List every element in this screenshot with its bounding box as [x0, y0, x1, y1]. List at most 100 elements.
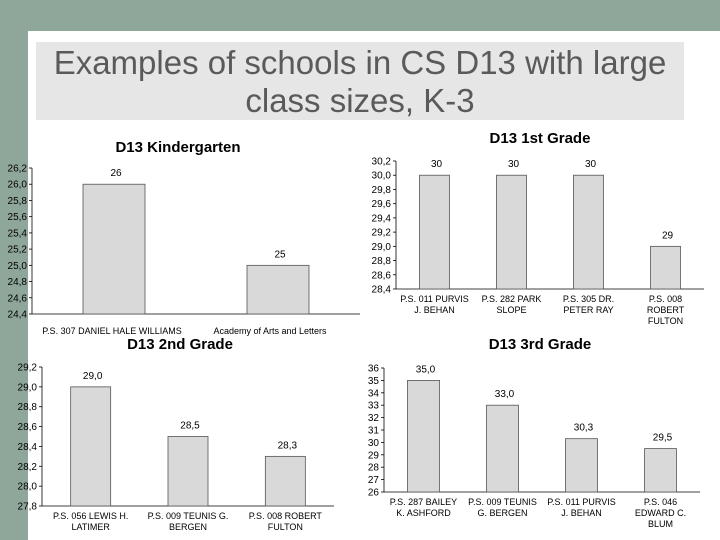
left-accent-bar	[0, 31, 28, 540]
y-tick-label: 28,2	[18, 462, 38, 473]
chart-1st-grade: D13 1st Grade 30,2 30,0 29,8 29,6 29,4 29,2 29,…	[372, 130, 704, 326]
x-category-label-line: ROBERT	[647, 305, 685, 315]
x-category-label-line: PETER RAY	[563, 305, 613, 315]
x-category-label: P.S. 056 LEWIS H. LATIMER	[53, 511, 128, 532]
x-category-label: P.S. 008 ROBERT FULTON	[249, 511, 323, 532]
y-tick-label: 29,0	[18, 382, 38, 393]
x-category-label-line: EDWARD C.	[635, 508, 686, 518]
data-label: 30	[585, 159, 597, 170]
x-category-label-line: FULTON	[648, 316, 683, 326]
chart-title: D13 3rd Grade	[489, 336, 592, 353]
bar	[644, 448, 677, 493]
y-tick-label: 25,4	[8, 228, 28, 239]
data-label: 28,5	[180, 421, 200, 432]
bar	[496, 174, 527, 290]
x-category-label-line: P.S. 046	[644, 497, 677, 507]
y-tick-label: 27	[368, 475, 380, 486]
data-label: 29	[662, 230, 674, 241]
chart-kindergarten: D13 Kindergarten 26,2 26,0 25,8 25,6 25,4 25,2…	[8, 139, 360, 336]
bar	[486, 404, 519, 493]
y-tick-label: 26,0	[8, 180, 28, 191]
y-tick-label: 28,8	[372, 256, 392, 267]
data-label: 29,5	[653, 433, 673, 444]
slide-title-line-2: class sizes, K-3	[245, 82, 475, 119]
x-category-label: P.S. 046 EDWARD C. BLUM	[635, 497, 686, 529]
x-category-label-line: P.S. 305 DR.	[563, 294, 614, 304]
y-tick-label: 28,8	[18, 402, 38, 413]
y-tick-label: 24,8	[8, 277, 28, 288]
y-tick-label: 28,0	[18, 482, 38, 493]
y-tick-label: 28,4	[18, 442, 38, 453]
y-tick-label: 30	[368, 438, 380, 449]
y-tick-label: 24,6	[8, 293, 28, 304]
bar	[419, 174, 450, 290]
x-category-label: P.S. 305 DR. PETER RAY	[563, 294, 614, 315]
y-tick-label: 25,8	[8, 196, 28, 207]
y-tick-label: 28	[368, 463, 380, 474]
y-tick-label: 29,0	[372, 242, 392, 253]
bar	[70, 386, 112, 507]
chart-title: D13 1st Grade	[490, 130, 591, 147]
x-category-label: P.S. 287 BAILEY K. ASHFORD	[390, 497, 457, 518]
x-category-label-line: P.S. 008	[649, 294, 682, 304]
bar	[565, 438, 598, 493]
y-tick-label: 29,8	[372, 185, 392, 196]
chart-2nd-grade: D13 2nd Grade 29,2 29,0 28,8 28,6 28,4 28,2 28,…	[18, 336, 334, 532]
data-label: 33,0	[495, 389, 515, 400]
x-category-label-line: P.S. 009 TEUNIS G.	[148, 511, 229, 521]
x-category-label-line: LATIMER	[71, 522, 110, 532]
y-tick-label: 27,8	[18, 502, 38, 513]
bar	[264, 455, 306, 507]
data-label: 35,0	[416, 364, 436, 375]
x-category-label: P.S. 307 DANIEL HALE WILLIAMS	[42, 326, 182, 336]
y-tick-label: 31	[368, 426, 380, 437]
x-category-label-line: SLOPE	[496, 305, 526, 315]
x-category-label-line: J. BEHAN	[561, 508, 602, 518]
bar	[407, 380, 440, 493]
data-label: 25	[274, 249, 286, 260]
y-tick-label: 29	[368, 450, 380, 461]
bar	[650, 245, 681, 290]
y-tick-label: 32	[368, 413, 380, 424]
x-category-label-line: FULTON	[268, 522, 303, 532]
x-category-label-line: P.S. 008 ROBERT	[249, 511, 323, 521]
chart-title: D13 Kindergarten	[115, 139, 240, 156]
bar	[167, 436, 209, 507]
y-tick-label: 30,0	[372, 171, 392, 182]
bar	[82, 183, 146, 315]
y-tick-label: 34	[368, 388, 380, 399]
x-category-label: P.S. 009 TEUNIS G. BERGEN	[468, 497, 537, 518]
y-tick-label: 36	[368, 364, 380, 375]
x-category-label-line: J. BEHAN	[414, 305, 455, 315]
x-category-label-line: P.S. 011 PURVIS	[547, 497, 616, 507]
x-category-label-line: P.S. 287 BAILEY	[390, 497, 457, 507]
y-tick-label: 28,6	[18, 422, 38, 433]
y-tick-label: 29,6	[372, 199, 392, 210]
x-category-label: P.S. 011 PURVIS J. BEHAN	[547, 497, 616, 518]
chart-title: D13 2nd Grade	[127, 336, 233, 353]
x-category-label-line: BERGEN	[169, 522, 207, 532]
y-tick-label: 25,2	[8, 245, 28, 256]
y-tick-label: 35	[368, 376, 380, 387]
data-label: 30,3	[574, 423, 594, 434]
x-category-label: P.S. 282 PARK SLOPE	[482, 294, 542, 315]
data-label: 26	[110, 168, 122, 179]
y-tick-label: 25,0	[8, 261, 28, 272]
top-accent-bar	[0, 0, 720, 31]
x-category-label-line: P.S. 282 PARK	[482, 294, 542, 304]
data-label: 29,0	[83, 371, 103, 382]
bar	[573, 174, 604, 290]
x-category-label-line: P.S. 011 PURVIS	[400, 294, 469, 304]
y-tick-label: 29,2	[18, 363, 38, 374]
bar	[246, 264, 310, 315]
y-tick-label: 25,6	[8, 212, 28, 223]
y-tick-label: 24,4	[8, 310, 28, 321]
x-category-label: P.S. 011 PURVIS J. BEHAN	[400, 294, 469, 315]
slide-title-line-1: Examples of schools in CS D13 with large	[53, 44, 667, 81]
x-category-label-line: P.S. 009 TEUNIS	[468, 497, 537, 507]
y-tick-label: 29,2	[372, 228, 392, 239]
y-tick-label: 29,4	[372, 213, 392, 224]
x-category-label: Academy of Arts and Letters	[213, 326, 327, 336]
slide-title: Examples of schools in CS D13 with large…	[36, 44, 684, 120]
